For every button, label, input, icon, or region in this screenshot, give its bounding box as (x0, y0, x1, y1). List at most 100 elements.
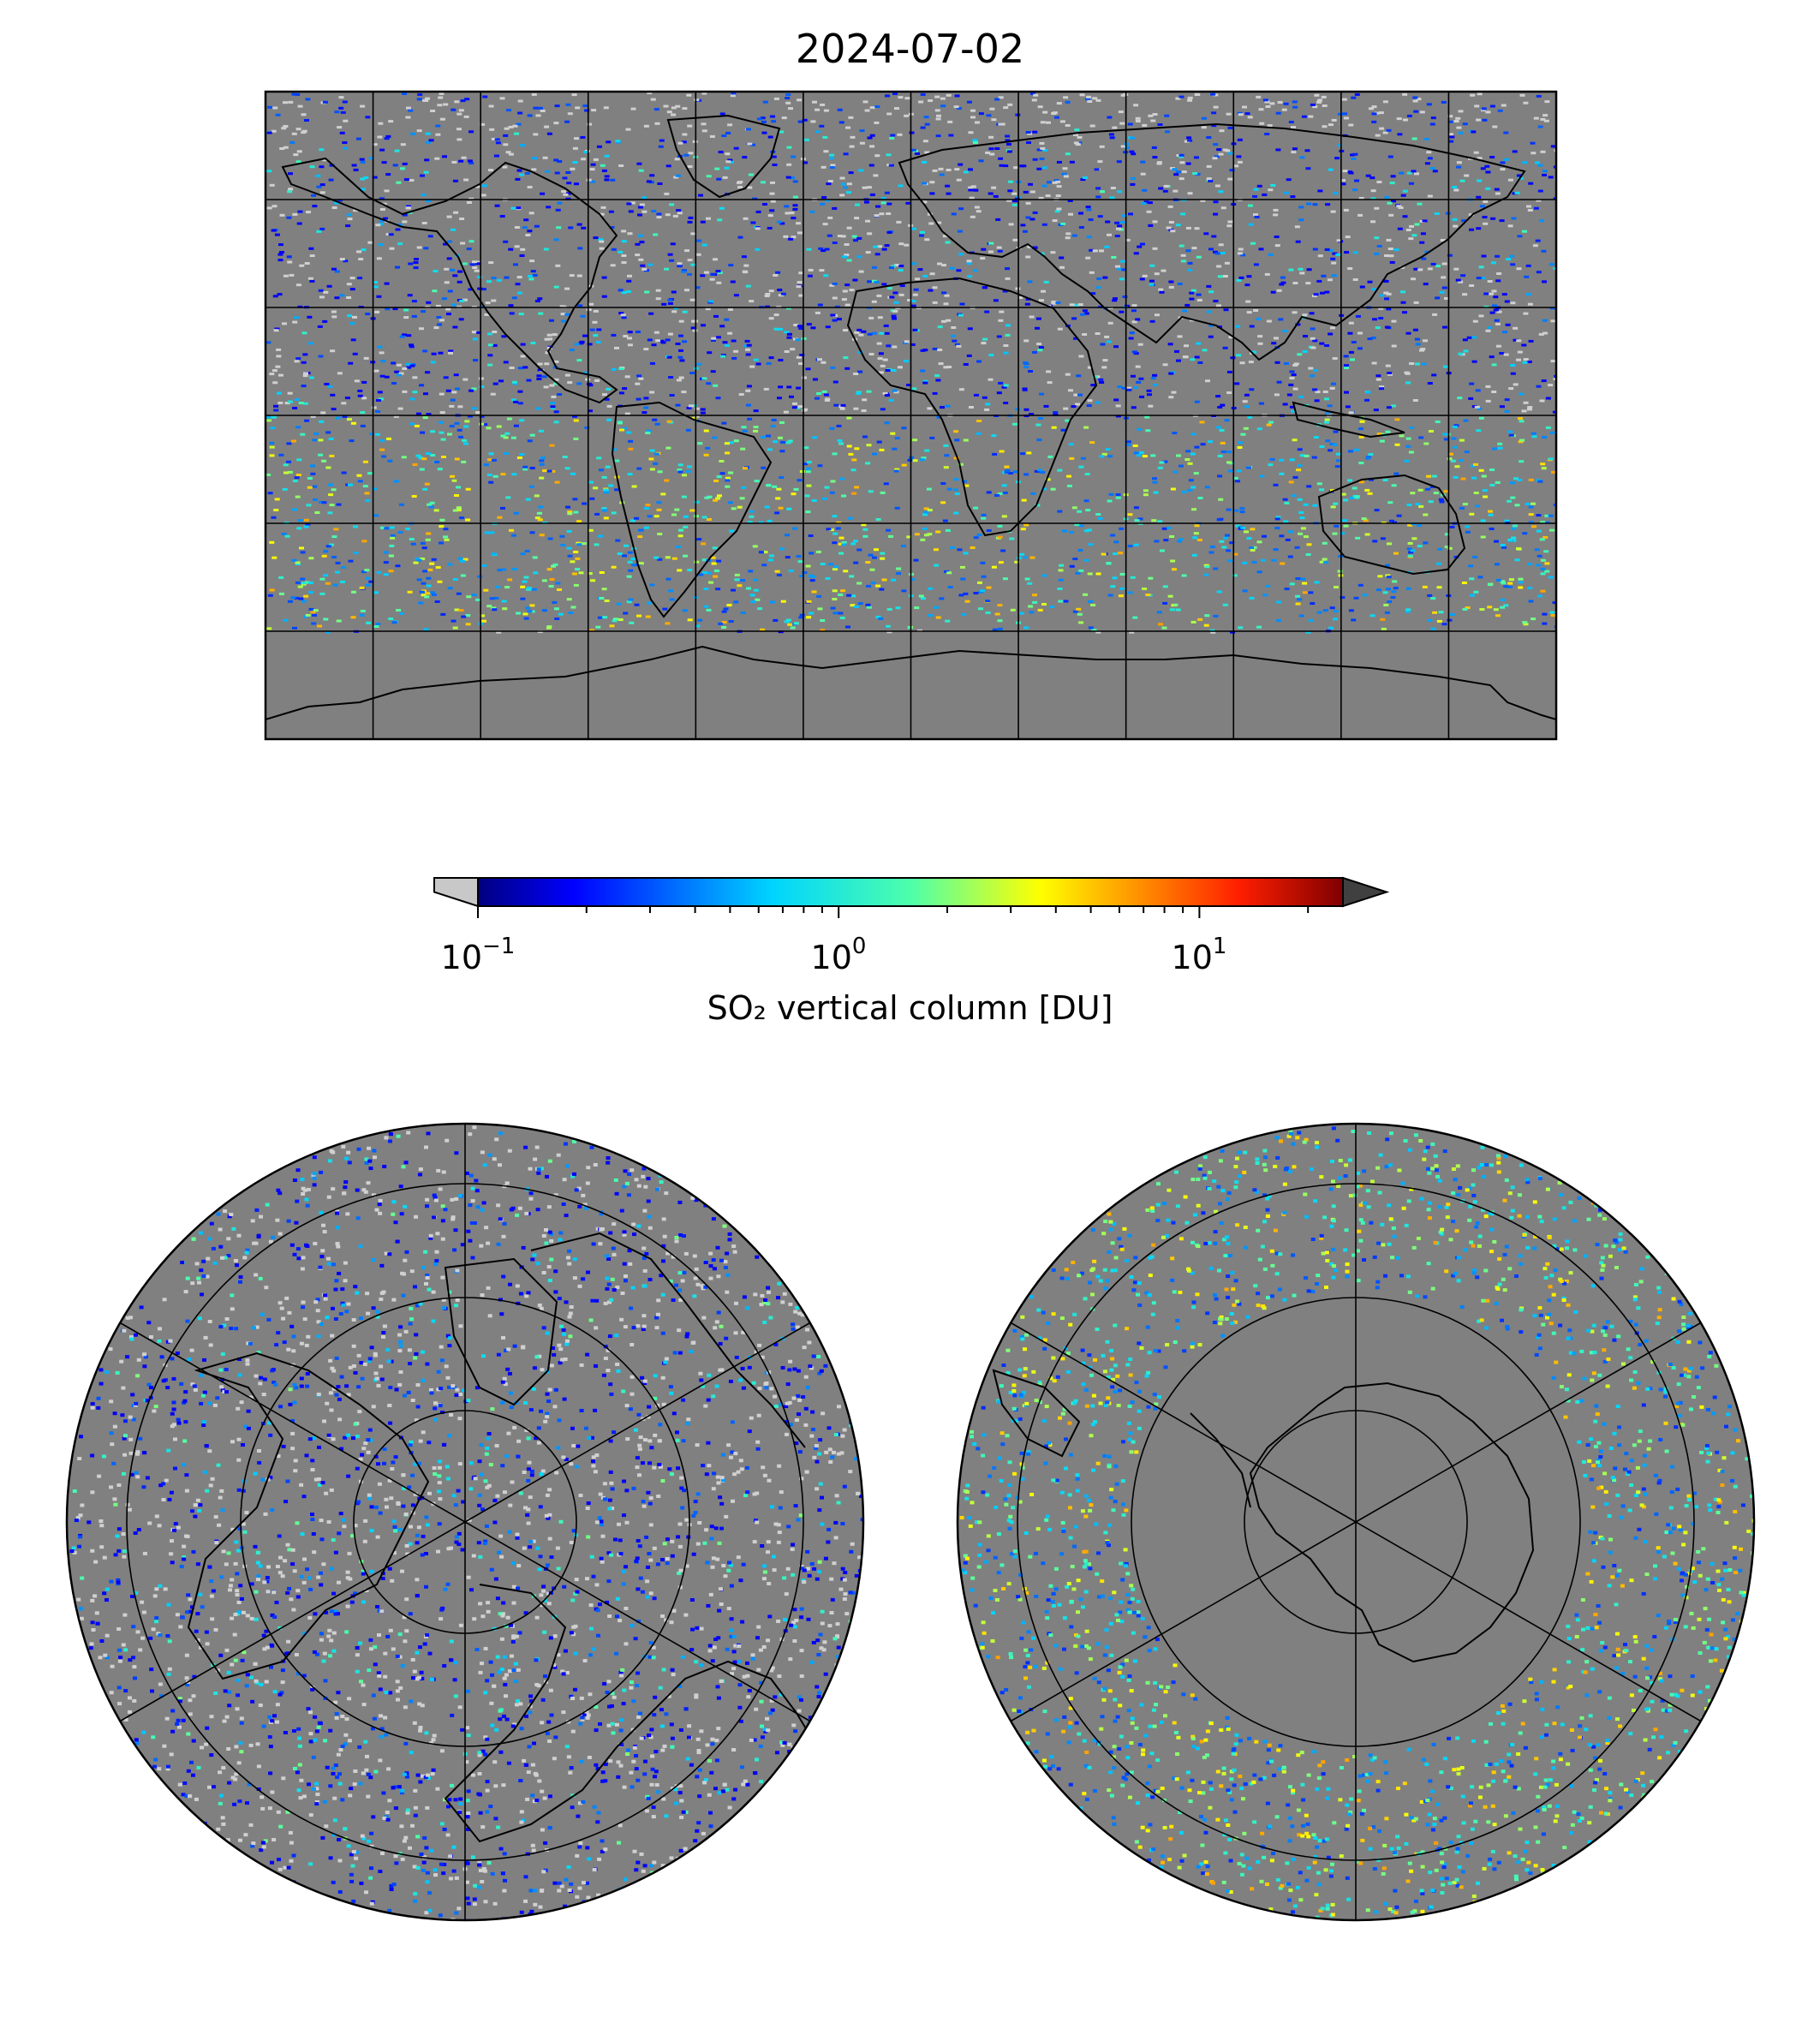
data-pixel (963, 592, 969, 595)
data-pixel (1298, 218, 1304, 222)
data-pixel (1405, 587, 1411, 590)
data-pixel (511, 1601, 516, 1605)
data-pixel (628, 447, 634, 451)
data-pixel (1469, 228, 1474, 231)
data-pixel (820, 1411, 826, 1416)
data-pixel (1274, 527, 1280, 530)
data-pixel (1431, 373, 1437, 377)
data-pixel (789, 395, 794, 398)
data-pixel (593, 334, 599, 337)
data-pixel (316, 1320, 321, 1324)
data-pixel (683, 515, 689, 518)
data-pixel (969, 196, 975, 200)
data-pixel (307, 1576, 312, 1580)
data-pixel (752, 1540, 757, 1544)
data-pixel (412, 1721, 417, 1725)
data-pixel (802, 118, 808, 122)
data-pixel (355, 137, 361, 140)
data-pixel (1059, 256, 1065, 260)
data-pixel (1090, 604, 1096, 606)
data-pixel (780, 440, 785, 444)
data-pixel (176, 1417, 181, 1422)
data-pixel (1270, 290, 1276, 294)
data-pixel (617, 552, 623, 555)
data-pixel (1133, 352, 1139, 355)
data-pixel (357, 277, 363, 280)
data-pixel (1391, 484, 1397, 487)
data-pixel (1483, 200, 1489, 203)
data-pixel (1300, 527, 1306, 530)
data-pixel (294, 316, 300, 319)
data-pixel (492, 608, 498, 612)
data-pixel (832, 452, 838, 456)
data-pixel (1073, 393, 1079, 397)
data-pixel (1543, 536, 1548, 539)
data-pixel (1225, 149, 1231, 152)
data-pixel (923, 507, 929, 510)
data-pixel (996, 391, 1002, 395)
data-pixel (665, 213, 671, 217)
data-pixel (919, 234, 924, 237)
data-pixel (829, 283, 835, 287)
data-pixel (431, 352, 437, 355)
data-pixel (1507, 585, 1513, 588)
data-pixel (1292, 105, 1298, 109)
data-pixel (806, 461, 812, 464)
data-pixel (1006, 150, 1012, 153)
data-pixel (283, 1500, 289, 1504)
data-pixel (954, 492, 960, 496)
data-pixel (1371, 120, 1377, 123)
data-pixel (866, 186, 872, 189)
data-pixel (646, 429, 652, 433)
data-pixel (367, 1146, 372, 1150)
data-pixel (1130, 576, 1136, 579)
data-pixel (1115, 404, 1121, 408)
data-pixel (1489, 528, 1495, 530)
data-pixel (779, 1490, 784, 1495)
data-pixel (587, 572, 593, 576)
data-pixel (1111, 256, 1117, 259)
data-pixel (1317, 98, 1323, 102)
data-pixel (880, 491, 886, 494)
data-pixel (1298, 614, 1304, 618)
data-pixel (287, 470, 293, 474)
data-pixel (1131, 304, 1137, 307)
data-pixel (553, 421, 559, 424)
data-pixel (537, 362, 543, 366)
data-pixel (1116, 227, 1121, 230)
data-pixel (1455, 116, 1461, 120)
data-pixel (1095, 572, 1101, 576)
data-pixel (806, 484, 812, 487)
data-pixel (274, 1601, 279, 1604)
data-pixel (1503, 353, 1509, 356)
data-pixel (812, 100, 817, 104)
data-pixel (418, 601, 424, 605)
data-pixel (766, 361, 772, 365)
data-pixel (768, 289, 774, 293)
data-pixel (649, 391, 655, 394)
data-pixel (636, 467, 642, 470)
data-pixel (384, 527, 390, 530)
data-pixel (939, 597, 945, 600)
data-pixel (1490, 217, 1496, 220)
data-pixel (1430, 262, 1436, 266)
data-pixel (397, 1333, 403, 1337)
data-pixel (695, 253, 701, 256)
data-pixel (382, 1817, 387, 1820)
data-pixel (1306, 485, 1312, 488)
data-pixel (1273, 208, 1279, 212)
data-pixel (300, 1532, 305, 1537)
data-pixel (1115, 493, 1121, 496)
data-pixel (316, 230, 322, 233)
data-pixel (1069, 531, 1075, 534)
data-pixel (1488, 513, 1494, 516)
data-pixel (424, 158, 430, 162)
data-pixel (442, 155, 447, 158)
data-pixel (402, 333, 407, 337)
data-pixel (973, 393, 979, 397)
data-pixel (604, 175, 610, 178)
data-pixel (283, 146, 289, 149)
data-pixel (677, 262, 683, 266)
data-pixel (1059, 120, 1065, 123)
data-pixel (1386, 576, 1392, 579)
